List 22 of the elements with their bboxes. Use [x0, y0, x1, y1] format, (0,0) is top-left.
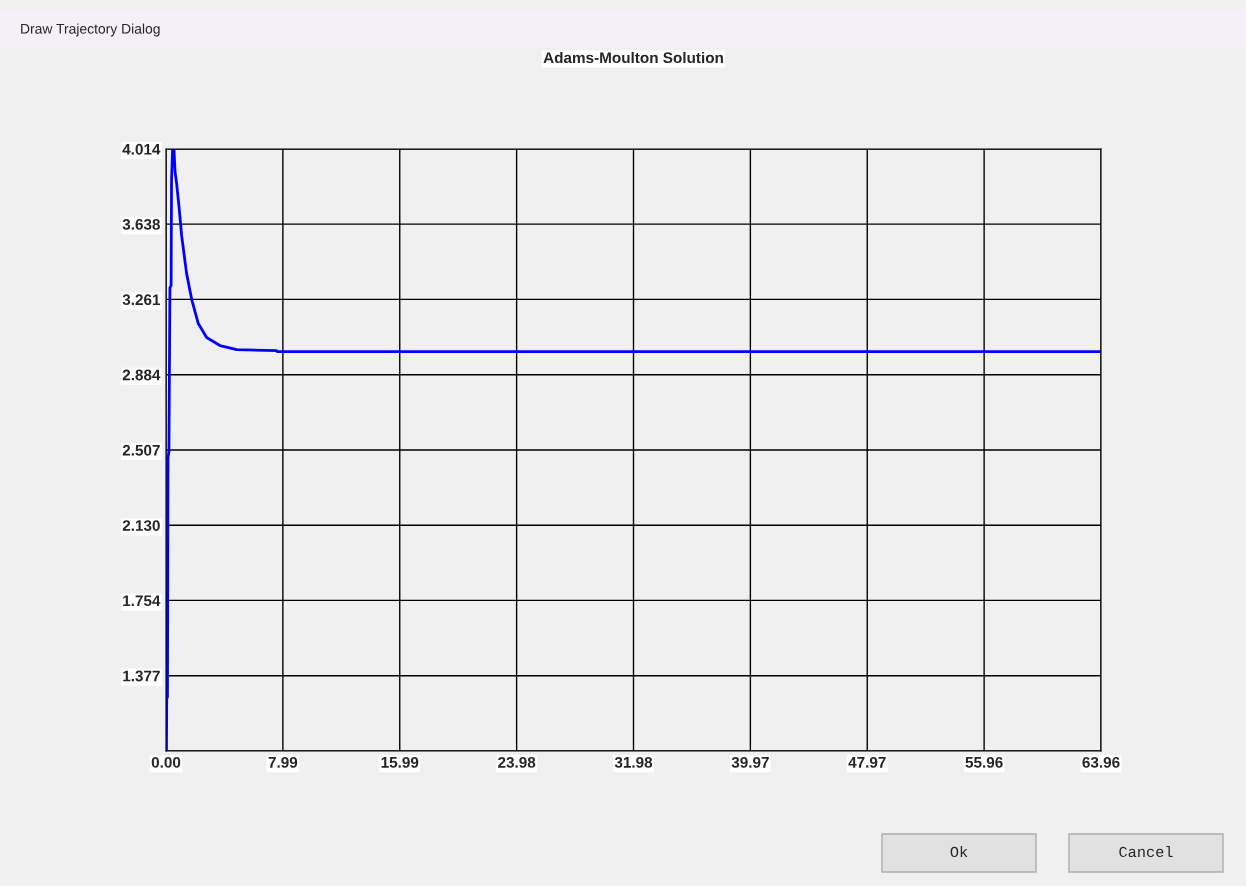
- text: Ok: [950, 845, 968, 858]
- x-tick-label: 15.99: [381, 756, 419, 768]
- line-series: [166, 149, 1101, 751]
- y-tick-label: 3.261: [122, 294, 161, 306]
- x-tick-label: 55.96: [965, 756, 1003, 768]
- y-tick-label: 1.377: [123, 670, 160, 682]
- text: Cancel: [1119, 845, 1173, 858]
- x-tick-label: 47.97: [848, 756, 886, 768]
- x-tick-label: 23.98: [498, 756, 536, 768]
- x-tick-label: 39.97: [731, 756, 769, 768]
- y-tick-label: 2.884: [122, 369, 161, 381]
- y-tick-label: 4.014: [122, 143, 161, 155]
- y-tick-label: 3.638: [122, 218, 160, 230]
- text: Draw Trajectory Dialog: [21, 23, 160, 37]
- x-tick-label: 63.96: [1082, 756, 1120, 768]
- x-tick-label: 0.00: [151, 756, 181, 768]
- x-tick-label: 31.98: [614, 756, 653, 768]
- y-tick-label: 2.130: [122, 520, 160, 532]
- chart-title: Adams-Moulton Solution: [543, 51, 723, 64]
- y-tick-label: 2.507: [122, 444, 160, 456]
- y-tick-label: 1.754: [123, 595, 161, 607]
- x-tick-label: 7.99: [268, 756, 298, 768]
